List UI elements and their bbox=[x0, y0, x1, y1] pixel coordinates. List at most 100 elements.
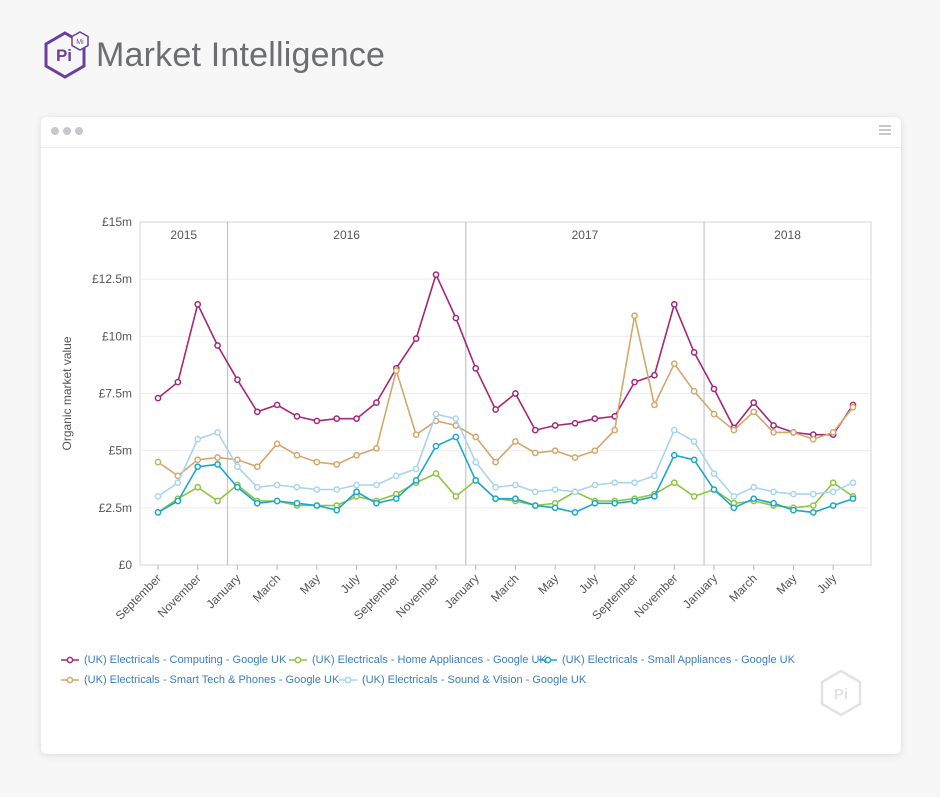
data-point bbox=[829, 479, 837, 487]
data-point bbox=[452, 493, 460, 500]
window-dots-icon bbox=[63, 127, 71, 135]
series-line bbox=[157, 272, 854, 436]
data-point bbox=[392, 472, 400, 480]
data-point bbox=[214, 342, 221, 349]
data-point bbox=[273, 497, 281, 505]
series-line bbox=[157, 315, 854, 477]
data-point bbox=[234, 483, 241, 491]
x-tick-label: May bbox=[774, 571, 800, 597]
x-tick-label: January bbox=[203, 571, 243, 611]
data-point bbox=[214, 429, 221, 436]
x-tick-label: March bbox=[250, 571, 283, 604]
data-point bbox=[452, 314, 460, 322]
data-point bbox=[472, 433, 480, 441]
chart-window: £0 £2.5m £5m £7.5m £10m £12.5m £15m 2015 2016 201… bbox=[41, 117, 901, 754]
data-point bbox=[373, 399, 380, 406]
data-point bbox=[234, 463, 241, 471]
data-point bbox=[492, 406, 499, 413]
data-point bbox=[710, 385, 718, 393]
data-point bbox=[353, 451, 360, 459]
data-point bbox=[412, 465, 420, 473]
legend-item[interactable]: (UK) Electricals - Small Appliances - Go… bbox=[539, 654, 795, 666]
data-point bbox=[273, 440, 281, 448]
legend-marker-icon bbox=[539, 656, 557, 664]
data-point bbox=[551, 486, 559, 493]
y-tick-label: £0 bbox=[119, 558, 133, 572]
hamburger-menu-icon[interactable] bbox=[879, 125, 891, 135]
window-titlebar bbox=[41, 117, 901, 148]
data-point bbox=[690, 438, 698, 445]
legend-item[interactable]: (UK) Electricals - Computing - Google UK bbox=[61, 654, 286, 666]
legend-label: (UK) Electricals - Smart Tech & Phones -… bbox=[84, 674, 340, 686]
brand-header: Pi Mi Market Intelligence bbox=[40, 30, 385, 80]
data-point bbox=[631, 312, 638, 320]
legend-marker-icon bbox=[289, 656, 307, 664]
data-point bbox=[412, 477, 420, 484]
data-point bbox=[571, 509, 579, 516]
legend-label: (UK) Electricals - Sound & Vision - Goog… bbox=[362, 674, 587, 686]
legend-item[interactable]: (UK) Electricals - Sound & Vision - Goog… bbox=[339, 674, 586, 686]
pi-watermark-icon: Pi bbox=[820, 669, 862, 717]
data-point bbox=[472, 364, 480, 372]
data-point bbox=[670, 479, 678, 487]
data-point bbox=[531, 449, 539, 457]
page-title: Market Intelligence bbox=[96, 35, 386, 74]
data-point bbox=[710, 486, 718, 493]
data-point bbox=[690, 493, 698, 500]
data-point bbox=[293, 413, 301, 420]
x-tick-label: January bbox=[442, 571, 482, 611]
data-point bbox=[154, 509, 162, 516]
data-point bbox=[531, 502, 539, 509]
x-tick-label: November bbox=[155, 571, 204, 620]
data-point bbox=[690, 348, 698, 356]
data-point bbox=[353, 415, 360, 423]
data-point bbox=[194, 300, 202, 308]
data-point bbox=[690, 456, 698, 464]
data-point bbox=[790, 506, 797, 514]
data-point bbox=[392, 495, 400, 503]
logo-text: Pi bbox=[56, 46, 72, 65]
data-point bbox=[373, 481, 380, 489]
data-point bbox=[194, 435, 202, 443]
data-point bbox=[273, 401, 281, 409]
data-point bbox=[551, 447, 559, 455]
legend-label: (UK) Electricals - Home Appliances - Goo… bbox=[312, 654, 547, 666]
data-point bbox=[690, 387, 698, 395]
data-point bbox=[194, 463, 202, 471]
line-chart: £0 £2.5m £5m £7.5m £10m £12.5m £15m 2015 2016 201… bbox=[60, 215, 872, 623]
data-point bbox=[512, 390, 519, 397]
data-point bbox=[670, 300, 678, 308]
data-point bbox=[591, 481, 599, 489]
data-point bbox=[492, 495, 499, 503]
data-point bbox=[730, 493, 738, 500]
data-point bbox=[253, 483, 261, 491]
data-point bbox=[154, 458, 162, 466]
y-tick-label: £15m bbox=[102, 215, 132, 229]
data-point bbox=[710, 470, 718, 477]
data-point bbox=[293, 451, 301, 459]
data-point bbox=[214, 497, 221, 505]
year-band-label: 2018 bbox=[774, 228, 801, 242]
data-point bbox=[809, 502, 817, 509]
legend-item[interactable]: (UK) Electricals - Smart Tech & Phones -… bbox=[61, 674, 339, 686]
x-tick-label: July bbox=[814, 571, 839, 596]
data-point bbox=[730, 426, 738, 434]
data-point bbox=[670, 451, 678, 459]
year-band-label: 2015 bbox=[170, 228, 197, 242]
y-axis-label: Organic market value bbox=[60, 336, 74, 450]
legend-marker-icon bbox=[339, 676, 357, 684]
data-point bbox=[253, 463, 261, 471]
y-tick-label: £7.5m bbox=[99, 387, 132, 401]
data-point bbox=[770, 429, 777, 436]
data-point bbox=[651, 371, 658, 379]
data-point bbox=[253, 499, 261, 507]
data-point bbox=[531, 488, 539, 496]
data-point bbox=[273, 481, 281, 489]
data-point bbox=[750, 399, 758, 406]
data-point bbox=[472, 477, 480, 484]
data-point bbox=[174, 378, 182, 386]
data-point bbox=[333, 506, 341, 514]
legend-item[interactable]: (UK) Electricals - Home Appliances - Goo… bbox=[289, 654, 547, 666]
data-point bbox=[790, 429, 797, 436]
x-tick-label: March bbox=[488, 571, 521, 604]
